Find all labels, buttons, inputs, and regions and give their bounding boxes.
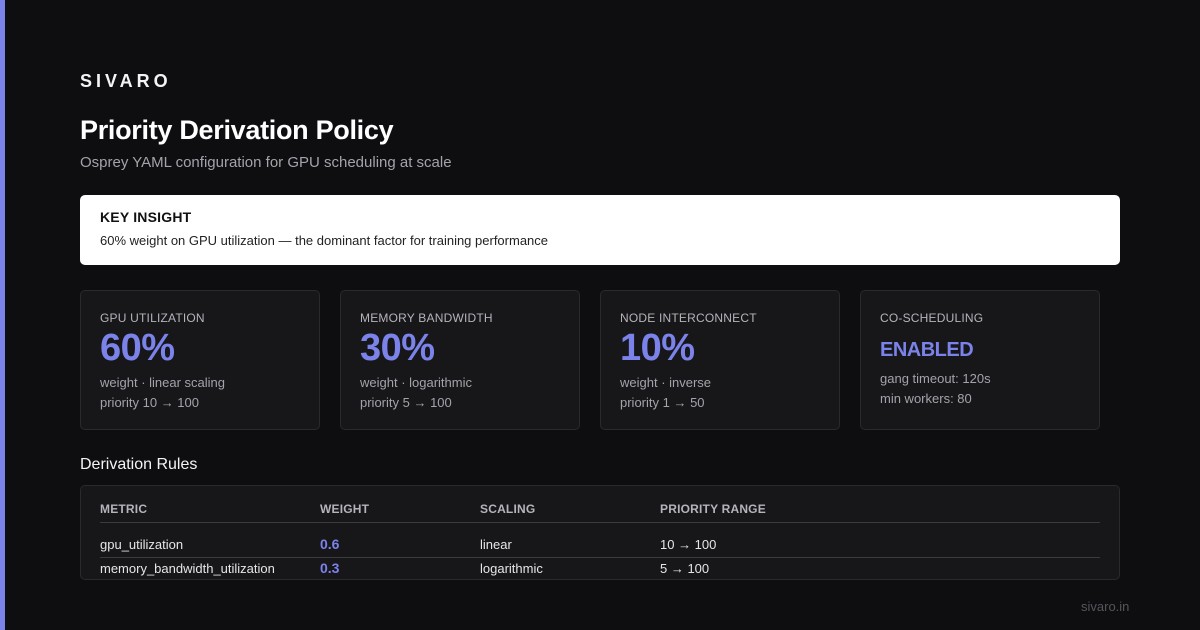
metric-cards: GPU UTILIZATION 60% weight · linear scal… <box>80 290 1120 430</box>
card-value: 60% <box>100 327 175 369</box>
card-label: GPU UTILIZATION <box>100 311 205 325</box>
cell-metric: gpu_utilization <box>100 537 184 552</box>
card-value: 10% <box>620 327 695 369</box>
card-detail: gang timeout: 120s <box>880 371 991 386</box>
cell-scaling: linear <box>480 537 512 552</box>
footer-domain: sivaro.in <box>1081 599 1130 614</box>
brand-logo: SIVARO <box>80 71 172 91</box>
row-divider <box>100 557 1100 558</box>
page-title: Priority Derivation Policy <box>80 115 394 145</box>
cell-scaling: logarithmic <box>480 561 543 576</box>
card-detail: priority 5 → 100 <box>360 395 452 410</box>
card-label: MEMORY BANDWIDTH <box>360 311 493 325</box>
column-header-weight: WEIGHT <box>320 502 370 516</box>
key-insight-panel: KEY INSIGHT 60% weight on GPU utilizatio… <box>80 195 1120 265</box>
card-detail: weight · logarithmic <box>360 375 472 390</box>
card-detail: weight · linear scaling <box>100 375 226 390</box>
card-value: 30% <box>360 327 435 369</box>
card-node-interconnect: NODE INTERCONNECT 10% weight · inverse p… <box>600 290 840 430</box>
section-title: Derivation Rules <box>80 456 198 473</box>
cell-priority-range: 5 → 100 <box>660 561 710 576</box>
cell-weight: 0.6 <box>320 536 340 552</box>
key-insight-text: 60% weight on GPU utilization — the domi… <box>100 233 549 248</box>
card-co-scheduling: CO-SCHEDULING ENABLED gang timeout: 120s… <box>860 290 1100 430</box>
header-divider <box>100 522 1100 523</box>
cell-weight: 0.3 <box>320 560 340 576</box>
card-detail: priority 10 → 100 <box>100 395 199 410</box>
card-detail: priority 1 → 50 <box>620 395 705 410</box>
card-detail: weight · inverse <box>620 375 712 390</box>
key-insight-label: KEY INSIGHT <box>100 209 192 225</box>
card-memory-bandwidth: MEMORY BANDWIDTH 30% weight · logarithmi… <box>340 290 580 430</box>
card-label: CO-SCHEDULING <box>880 311 984 325</box>
rules-table: METRIC WEIGHT SCALING PRIORITY RANGE gpu… <box>80 485 1120 580</box>
card-value: ENABLED <box>880 339 974 361</box>
card-detail: min workers: 80 <box>880 391 972 406</box>
page-subtitle: Osprey YAML configuration for GPU schedu… <box>80 154 452 171</box>
column-header-metric: METRIC <box>100 502 148 516</box>
card-gpu-utilization: GPU UTILIZATION 60% weight · linear scal… <box>80 290 320 430</box>
column-header-scaling: SCALING <box>480 502 536 516</box>
card-label: NODE INTERCONNECT <box>620 311 757 325</box>
cell-priority-range: 10 → 100 <box>660 537 717 552</box>
cell-metric: memory_bandwidth_utilization <box>100 561 275 576</box>
column-header-priority-range: PRIORITY RANGE <box>660 502 766 516</box>
accent-bar <box>0 0 5 630</box>
